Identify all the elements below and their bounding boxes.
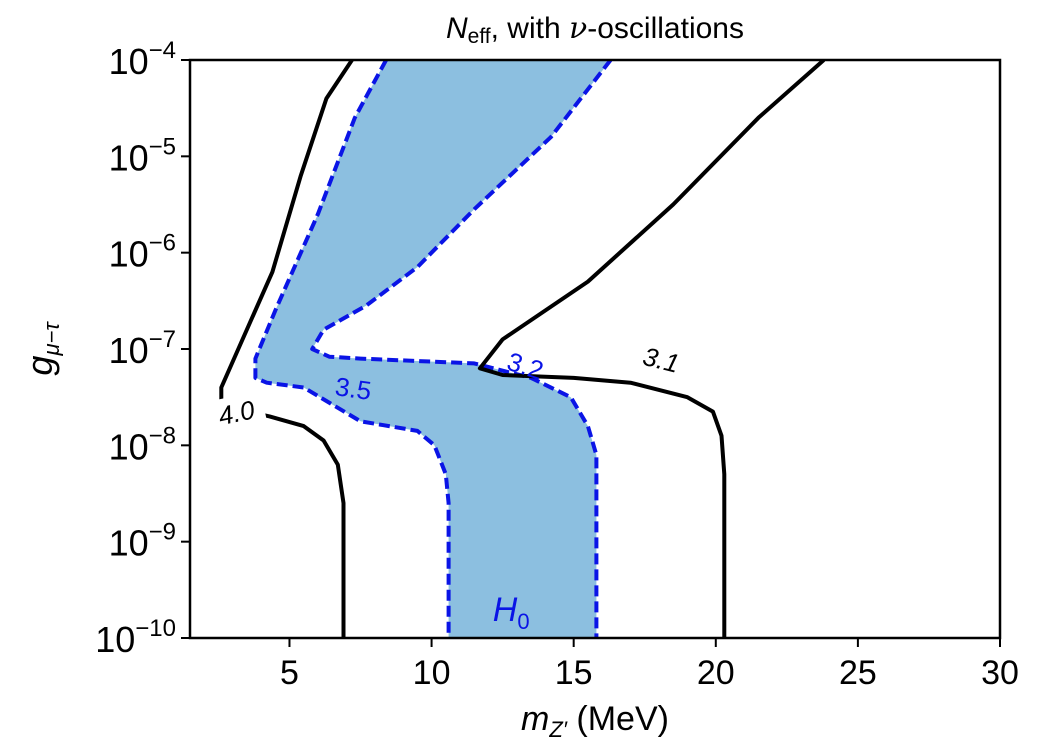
x-axis-label: mZ′ (MeV) [521,700,669,742]
h0-region [255,60,611,638]
title-sub: eff [468,25,491,48]
x-tick-label: 30 [981,654,1019,692]
h0-label-main: H [493,591,518,629]
contour-line-3-5 [253,60,451,638]
title-rest: , with [491,12,569,45]
x-tick-label: 20 [697,654,735,692]
ylabel-main: g [19,356,60,376]
title-greek: ν [569,11,587,46]
y-axis: 10−4 10−5 10−6 10−7 10−8 10−9 10−10 [95,37,190,660]
xlabel-rest: (MeV) [567,700,669,738]
x-tick-label: 15 [555,654,593,692]
y-axis-label: gμ−τ [19,321,64,376]
x-tick-label: 10 [413,654,451,692]
y-tick-label: 10−4 [109,37,176,82]
contour-label-bg [630,336,689,379]
ylabel-sub: μ−τ [39,321,64,357]
contour-labels: 3.23.54.03.1 [209,336,689,431]
chart-title: Neff, with ν-oscillations [446,11,744,48]
y-tick-label: 10−9 [109,519,176,564]
y-tick-label: 10−10 [95,615,176,660]
y-tick-label: 10−7 [109,326,176,371]
contour-label-bg [209,390,267,431]
title-main: N [446,12,468,45]
contour-label-4-0: 4.0 [216,394,258,431]
x-axis: 5 10 15 20 25 30 [280,638,1019,692]
xlabel-main: m [521,700,549,738]
h0-region-label: H0 [493,591,530,634]
xlabel-sub: Z′ [548,717,567,742]
contour-line-3-1 [477,60,826,638]
h0-label-sub: 0 [517,609,529,634]
contour-line-3-2 [310,60,613,638]
contour-label-3-5: 3.5 [333,371,373,406]
y-tick-label: 10−8 [109,422,176,467]
x-tick-label: 25 [839,654,877,692]
title-tail: -oscillations [587,12,744,45]
y-tick-label: 10−6 [109,230,176,275]
x-tick-label: 5 [280,654,299,692]
y-tick-label: 10−5 [109,133,176,178]
